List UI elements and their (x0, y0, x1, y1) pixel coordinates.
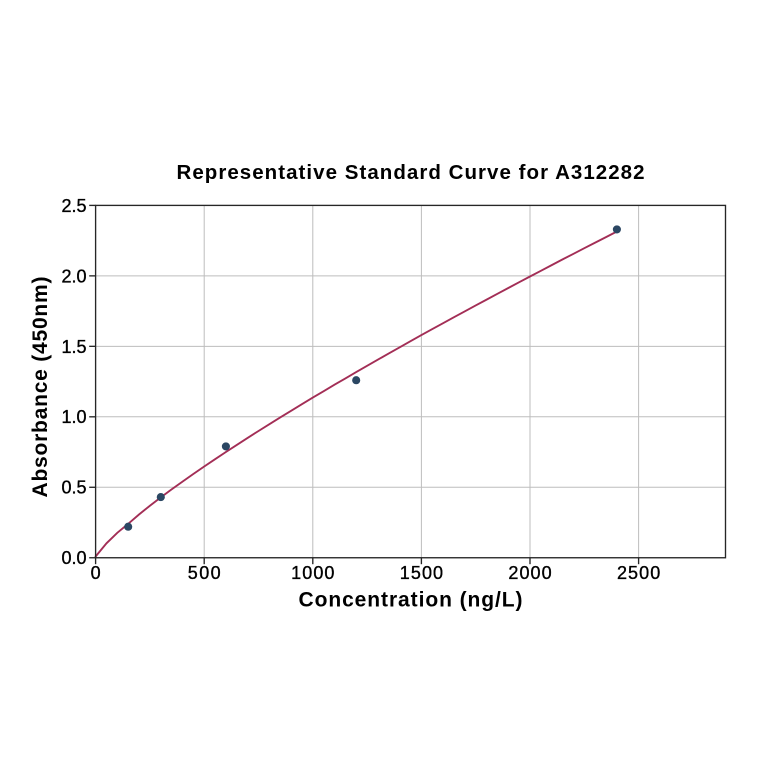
svg-text:1000: 1000 (291, 563, 334, 583)
svg-text:2.5: 2.5 (61, 196, 86, 216)
svg-text:2000: 2000 (508, 563, 551, 583)
svg-text:Absorbance (450nm): Absorbance (450nm) (29, 277, 52, 498)
svg-text:Representative Standard Curve: Representative Standard Curve for A31228… (177, 161, 645, 184)
svg-text:1500: 1500 (400, 563, 443, 583)
svg-text:0.0: 0.0 (61, 548, 86, 568)
svg-text:1.5: 1.5 (61, 337, 86, 357)
svg-text:1.0: 1.0 (61, 407, 86, 427)
svg-text:2500: 2500 (617, 563, 660, 583)
svg-text:2.0: 2.0 (61, 266, 86, 286)
svg-text:500: 500 (188, 563, 221, 583)
svg-text:0: 0 (91, 563, 101, 583)
svg-text:Concentration (ng/L): Concentration (ng/L) (299, 588, 523, 611)
svg-text:0.5: 0.5 (61, 478, 86, 498)
